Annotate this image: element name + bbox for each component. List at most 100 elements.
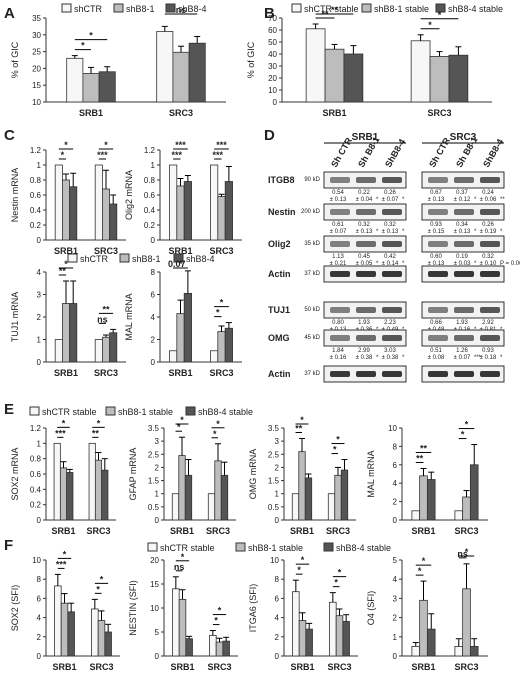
blot-quant-error: ± 0.19 <box>480 229 497 235</box>
x-category-label: SRB1 <box>290 662 314 672</box>
significance-label: * <box>461 430 465 440</box>
bar <box>109 203 118 241</box>
y-tick-label: 0 <box>393 516 398 525</box>
bar <box>62 179 71 241</box>
blot-quant-error: ± 0.15 <box>428 229 445 235</box>
y-tick-label: 1 <box>37 161 42 170</box>
y-tick-label: 0.2 <box>144 221 156 230</box>
x-category-label: SRC3 <box>454 526 478 536</box>
significance-label: ** <box>59 266 67 276</box>
y-tick-label: 3 <box>393 594 398 603</box>
y-tick-label: 0 <box>275 516 280 525</box>
y-tick-label: 0.4 <box>30 485 42 494</box>
y-tick-label: 10 <box>32 98 41 107</box>
blot-quant-value: 0.22 <box>358 190 370 196</box>
blot-quant-error: ± 0.03 <box>454 261 471 267</box>
blot-protein-label: Nestin <box>268 207 296 217</box>
blot-band <box>330 335 350 341</box>
y-axis-label: SOX2 (SFI) <box>10 585 20 632</box>
bar <box>176 185 185 241</box>
blot-quant-error: ± 0.12 <box>454 197 471 203</box>
bar <box>98 71 116 103</box>
bar <box>340 469 349 521</box>
y-tick-label: 10 <box>150 604 159 613</box>
y-tick-label: 3.5 <box>148 424 160 433</box>
blot-band <box>330 209 350 215</box>
y-tick-label: 0 <box>393 652 398 661</box>
bar <box>304 477 313 521</box>
y-tick-label: 1.5 <box>148 477 160 486</box>
bar <box>62 303 71 363</box>
bar <box>66 472 74 521</box>
legend-e-label: shB8-1 stable <box>118 407 173 417</box>
panel-letter-f: F <box>4 537 13 554</box>
blot-quant-value: 0.61 <box>332 222 344 228</box>
y-tick-label: 1.2 <box>30 146 42 155</box>
blot-kd-label: 90 kD <box>304 177 320 183</box>
y-axis-label: Nestin mRNA <box>10 168 20 223</box>
bar <box>54 164 63 241</box>
significance-label: 0.07 <box>168 259 186 269</box>
y-tick-label: 50 <box>268 38 277 47</box>
blot-quant-error: ± 0.04 <box>356 197 373 203</box>
y-tick-label: 3 <box>155 437 160 446</box>
blot-protein-label: ITGB8 <box>268 175 295 185</box>
bar <box>109 332 118 363</box>
blot-band <box>480 307 500 313</box>
x-category-label: SRC3 <box>94 368 118 378</box>
y-tick-label: 4 <box>393 575 398 584</box>
significance-label: * <box>64 259 68 269</box>
blot-quant-error: ± 0.08 <box>428 355 445 361</box>
y-tick-label: 0.4 <box>30 206 42 215</box>
blot-quant-value: 0.26 <box>384 190 396 196</box>
bar <box>97 620 106 657</box>
blot-significance: * <box>376 197 379 203</box>
blot-band <box>330 271 350 277</box>
legend-b-label: shB8-1 stable <box>374 4 429 14</box>
blot-band <box>428 307 448 313</box>
y-axis-label: ITGA6 (SFI) <box>248 584 258 633</box>
y-tick-label: 0 <box>37 652 42 661</box>
blot-band <box>428 271 448 277</box>
blot-band <box>454 241 474 247</box>
x-category-label: SRB1 <box>168 246 192 256</box>
significance-label: * <box>181 552 185 562</box>
significance-label: * <box>220 298 224 308</box>
significance-label: * <box>180 415 184 425</box>
y-axis-label: MAL mRNA <box>124 293 134 340</box>
y-tick-label: 0 <box>37 358 42 367</box>
blot-band <box>356 241 376 247</box>
y-tick-label: 2 <box>275 463 280 472</box>
y-tick-label: 10 <box>32 556 41 565</box>
significance-label: * <box>301 555 305 565</box>
bar <box>298 620 307 657</box>
bar <box>224 327 233 363</box>
blot-band <box>428 177 448 183</box>
bar <box>172 588 180 657</box>
significance-label: *** <box>216 140 227 150</box>
y-tick-label: 2 <box>37 313 42 322</box>
y-tick-label: 4 <box>151 313 156 322</box>
blot-significance: * <box>474 197 477 203</box>
blot-quant-value: 0.67 <box>430 190 442 196</box>
bar <box>69 303 78 363</box>
y-axis-label: O4 (SFI) <box>366 591 376 626</box>
y-tick-label: 10 <box>268 86 277 95</box>
y-tick-label: 0 <box>151 236 156 245</box>
legend-f-label: shB8-1 stable <box>248 543 303 553</box>
y-tick-label: 1 <box>37 439 42 448</box>
y-tick-label: 0.2 <box>30 221 42 230</box>
x-category-label: SRC3 <box>327 662 351 672</box>
blot-group-label: SRB1 <box>352 132 379 143</box>
y-tick-label: 2.5 <box>148 450 160 459</box>
blot-band <box>454 271 474 277</box>
blot-quant-error: ± 0.06 <box>480 197 497 203</box>
blot-quant-value: 1.84 <box>332 348 344 354</box>
x-category-label: SRC3 <box>206 526 230 536</box>
blot-band <box>480 335 500 341</box>
